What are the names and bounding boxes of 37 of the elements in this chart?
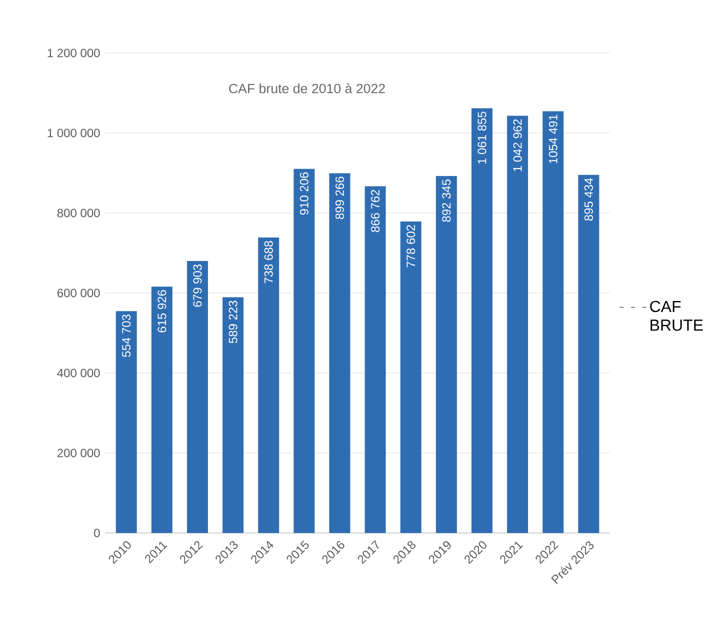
data-label: 589 223 [228, 300, 238, 344]
data-label: 1 061 855 [478, 112, 486, 164]
bar [258, 238, 280, 533]
data-label: 554 703 [122, 314, 131, 357]
y-tick-label: 0 [94, 528, 100, 538]
text: CAF brute de 2010 à 2022 [229, 83, 385, 94]
bar [329, 173, 350, 533]
y-tick-label: 800 000 [57, 208, 100, 218]
y-tick-label: 1 000 000 [48, 128, 100, 138]
data-label: 615 926 [158, 290, 166, 332]
bar [507, 116, 528, 533]
data-label: 1054 491 [548, 114, 558, 164]
data-label: 899 266 [335, 176, 344, 220]
data-label: 910 206 [300, 172, 308, 215]
bar [151, 286, 172, 533]
bar [436, 176, 457, 533]
data-label: 892 345 [442, 180, 451, 222]
data-label: 895 434 [584, 178, 593, 221]
text: CAF BRUTE [650, 300, 703, 331]
bar [364, 186, 386, 533]
data-label: 679 903 [193, 264, 202, 307]
y-tick-label: 400 000 [57, 368, 100, 378]
y-tick-label: 1 200 000 [48, 48, 100, 58]
bar [578, 174, 600, 533]
bar [294, 168, 315, 533]
bar [471, 108, 492, 533]
data-label: 738 688 [264, 241, 273, 284]
bar [116, 311, 137, 533]
bar [400, 222, 422, 533]
data-label: 866 762 [371, 190, 380, 232]
data-label: 778 602 [406, 225, 416, 268]
bar [186, 261, 208, 533]
data-label: 1 042 962 [513, 119, 522, 172]
bar [542, 111, 564, 533]
bar [222, 297, 244, 533]
y-tick-label: 600 000 [58, 288, 100, 298]
y-tick-label: 200 000 [58, 448, 100, 458]
